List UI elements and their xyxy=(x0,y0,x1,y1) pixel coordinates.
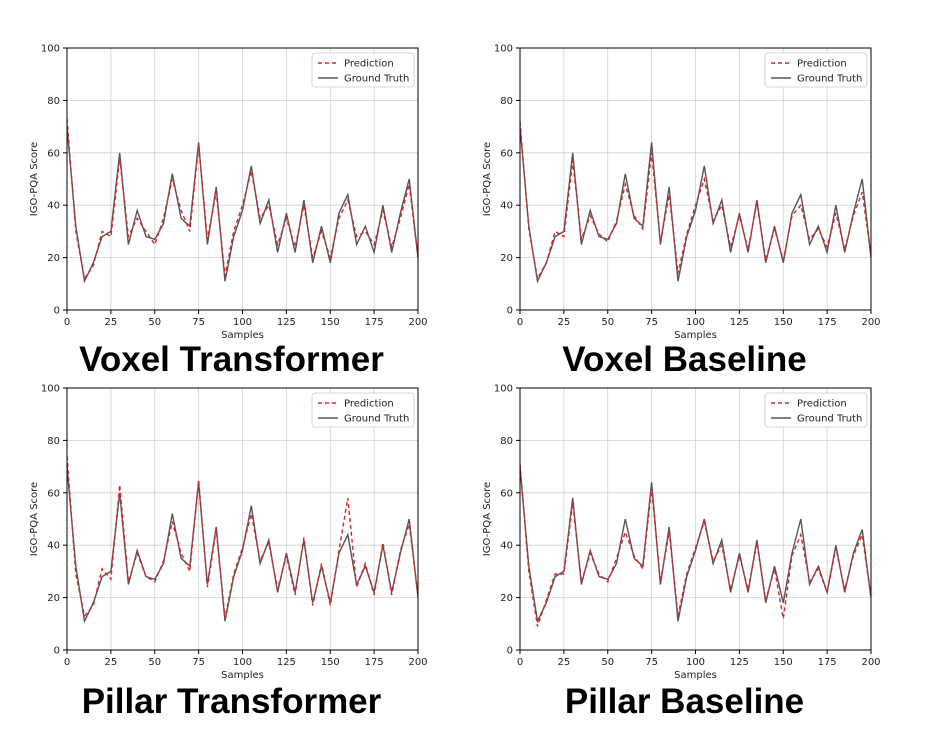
y-axis-label: IGO-PQA Score xyxy=(29,482,40,556)
x-tick-label: 175 xyxy=(818,657,837,668)
x-tick-label: 125 xyxy=(730,657,749,668)
legend-label: Prediction xyxy=(797,399,847,410)
x-axis-label: Samples xyxy=(674,330,717,340)
legend-label: Ground Truth xyxy=(344,414,409,425)
chart-panel-voxel-baseline: 0 25 50 75 100 125 150 175 200 0 20 40 60 80 100 Sample… xyxy=(453,0,916,380)
x-tick-label: 150 xyxy=(774,317,793,328)
x-tick-label: 50 xyxy=(148,317,161,328)
chart-title: Pillar Baseline xyxy=(564,682,805,721)
chart-svg: 0 25 50 75 100 125 150 175 200 0 20 40 60 80 100 Sample… xyxy=(29,44,428,341)
x-tick-label: 125 xyxy=(277,657,296,668)
chart-svg: 0 25 50 75 100 125 150 175 200 0 20 40 60 80 100 Sample… xyxy=(482,384,881,681)
y-tick-label: 40 xyxy=(47,201,60,212)
y-tick-label: 60 xyxy=(500,488,513,499)
legend-label: Ground Truth xyxy=(797,414,862,425)
x-tick-label: 25 xyxy=(105,657,118,668)
x-tick-label: 50 xyxy=(601,657,614,668)
x-tick-label: 75 xyxy=(192,317,205,328)
x-tick-label: 0 xyxy=(517,657,523,668)
y-tick-label: 40 xyxy=(47,541,60,552)
x-tick-label: 25 xyxy=(558,657,571,668)
x-axis-label: Samples xyxy=(674,670,717,680)
legend-label: Ground Truth xyxy=(797,74,862,85)
y-axis-label: IGO-PQA Score xyxy=(482,142,493,216)
x-tick-label: 125 xyxy=(277,317,296,328)
y-tick-label: 0 xyxy=(507,306,513,317)
x-tick-label: 50 xyxy=(148,657,161,668)
y-tick-label: 0 xyxy=(507,646,513,657)
y-tick-label: 100 xyxy=(494,384,513,395)
chart-svg: 0 25 50 75 100 125 150 175 200 0 20 40 60 80 100 Sample… xyxy=(29,384,428,681)
y-tick-label: 100 xyxy=(494,44,513,55)
y-tick-label: 100 xyxy=(41,384,60,395)
y-tick-label: 60 xyxy=(47,488,60,499)
y-tick-label: 80 xyxy=(500,96,513,107)
x-tick-label: 150 xyxy=(321,657,340,668)
x-tick-label: 0 xyxy=(517,317,523,328)
x-tick-label: 150 xyxy=(774,657,793,668)
y-tick-label: 20 xyxy=(47,593,60,604)
x-tick-label: 100 xyxy=(233,657,252,668)
x-tick-label: 100 xyxy=(233,317,252,328)
chart-panel-pillar-transformer: 0 25 50 75 100 125 150 175 200 0 20 40 60 80 100 Sample… xyxy=(0,340,463,722)
x-tick-label: 200 xyxy=(408,657,427,668)
legend-label: Prediction xyxy=(344,59,394,70)
chart-panel-voxel-transformer: 0 25 50 75 100 125 150 175 200 0 20 40 60 80 100 Sample… xyxy=(0,0,463,380)
x-axis-label: Samples xyxy=(221,670,264,680)
ground-truth-series-line xyxy=(520,126,871,284)
legend-label: Prediction xyxy=(797,59,847,70)
chart-panel-pillar-baseline: 0 25 50 75 100 125 150 175 200 0 20 40 60 80 100 Sample… xyxy=(453,340,916,722)
y-tick-label: 20 xyxy=(47,253,60,264)
y-tick-label: 80 xyxy=(47,96,60,107)
prediction-series-line xyxy=(67,456,418,619)
prediction-series-line xyxy=(520,463,871,627)
x-axis-label: Samples xyxy=(221,330,264,340)
y-tick-label: 0 xyxy=(54,646,60,657)
x-tick-label: 175 xyxy=(365,317,384,328)
x-tick-label: 125 xyxy=(730,317,749,328)
x-tick-label: 50 xyxy=(601,317,614,328)
x-tick-label: 0 xyxy=(64,317,70,328)
prediction-series-line xyxy=(520,121,871,281)
y-tick-label: 80 xyxy=(47,436,60,447)
x-tick-label: 25 xyxy=(558,317,571,328)
x-tick-label: 200 xyxy=(861,317,880,328)
x-tick-label: 150 xyxy=(321,317,340,328)
y-tick-label: 60 xyxy=(47,148,60,159)
chart-svg: 0 25 50 75 100 125 150 175 200 0 20 40 60 80 100 Sample… xyxy=(482,44,881,341)
x-tick-label: 175 xyxy=(818,317,837,328)
chart-title: Pillar Transformer xyxy=(81,682,382,721)
chart-title: Voxel Baseline xyxy=(562,340,807,379)
x-tick-label: 200 xyxy=(408,317,427,328)
y-tick-label: 100 xyxy=(41,44,60,55)
x-tick-label: 0 xyxy=(64,657,70,668)
y-axis-label: IGO-PQA Score xyxy=(29,142,40,216)
y-tick-label: 80 xyxy=(500,436,513,447)
legend-label: Ground Truth xyxy=(344,74,409,85)
x-tick-label: 100 xyxy=(686,657,705,668)
y-axis-label: IGO-PQA Score xyxy=(482,482,493,556)
y-tick-label: 40 xyxy=(500,201,513,212)
y-tick-label: 20 xyxy=(500,253,513,264)
y-tick-label: 0 xyxy=(54,306,60,317)
x-tick-label: 100 xyxy=(686,317,705,328)
x-tick-label: 75 xyxy=(645,657,658,668)
x-tick-label: 25 xyxy=(105,317,118,328)
x-tick-label: 75 xyxy=(645,317,658,328)
y-tick-label: 40 xyxy=(500,541,513,552)
x-tick-label: 175 xyxy=(365,657,384,668)
legend-label: Prediction xyxy=(344,399,394,410)
chart-title: Voxel Transformer xyxy=(79,340,384,379)
y-tick-label: 60 xyxy=(500,148,513,159)
y-tick-label: 20 xyxy=(500,593,513,604)
x-tick-label: 75 xyxy=(192,657,205,668)
x-tick-label: 200 xyxy=(861,657,880,668)
